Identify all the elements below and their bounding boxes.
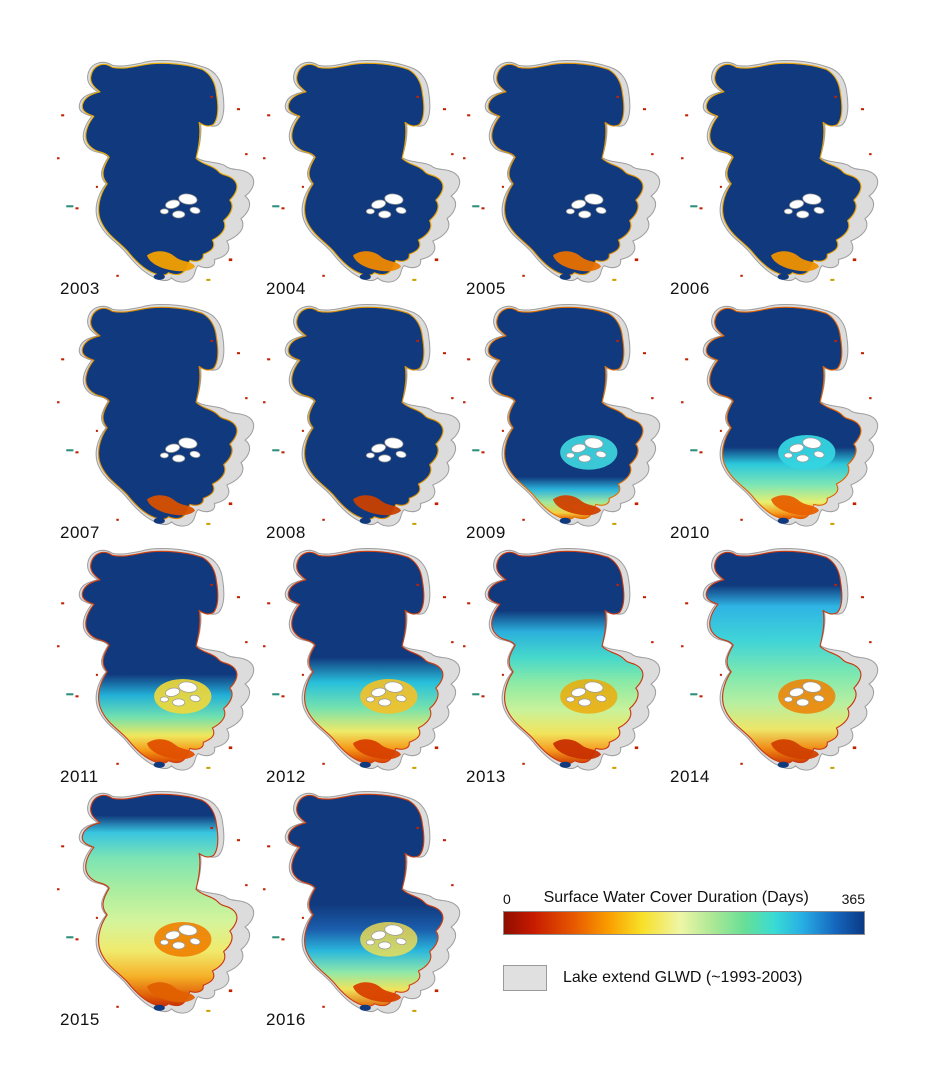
small-pond — [153, 517, 165, 524]
water-area — [81, 62, 238, 276]
map-2004: 2004 — [244, 55, 482, 299]
colorbar-gradient — [503, 911, 865, 935]
map-2006: 2006 — [648, 55, 914, 299]
small-pond — [359, 761, 371, 768]
map-2010: 2010 — [648, 299, 914, 543]
small-pond — [359, 1004, 371, 1011]
colorbar-min-label: 0 — [503, 891, 511, 907]
year-label-2008: 2008 — [266, 523, 306, 542]
map-2008: 2008 — [244, 299, 482, 543]
year-label-2007: 2007 — [60, 523, 100, 542]
water-area — [81, 550, 238, 764]
lake-extent-swatch — [503, 965, 547, 991]
year-label-2006: 2006 — [670, 279, 710, 298]
year-label-2016: 2016 — [266, 1010, 306, 1029]
water-area — [487, 550, 644, 764]
small-pond — [559, 517, 571, 524]
map-2015: 2015 — [38, 786, 276, 1030]
legend: 0 Surface Water Cover Duration (Days) 36… — [503, 889, 865, 991]
map-2013: 2013 — [444, 543, 682, 787]
small-pond — [777, 761, 789, 768]
map-2005: 2005 — [444, 55, 682, 299]
small-pond — [559, 273, 571, 280]
map-2007: 2007 — [38, 299, 276, 543]
water-area — [705, 306, 862, 520]
map-2011: 2011 — [38, 543, 276, 787]
year-label-2003: 2003 — [60, 279, 100, 298]
year-label-2005: 2005 — [466, 279, 506, 298]
small-pond — [777, 517, 789, 524]
year-label-2011: 2011 — [60, 767, 99, 786]
year-label-2015: 2015 — [60, 1010, 100, 1029]
small-pond — [153, 761, 165, 768]
small-pond — [559, 761, 571, 768]
water-area — [287, 550, 444, 764]
year-label-2012: 2012 — [266, 767, 306, 786]
water-area — [287, 62, 444, 276]
year-label-2013: 2013 — [466, 767, 506, 786]
year-label-2004: 2004 — [266, 279, 306, 298]
map-2014: 2014 — [648, 543, 914, 787]
water-area — [487, 62, 644, 276]
year-label-2014: 2014 — [670, 767, 710, 786]
small-pond — [153, 1004, 165, 1011]
map-2003: 2003 — [38, 55, 276, 299]
small-pond — [359, 273, 371, 280]
water-area — [81, 793, 238, 1007]
colorbar-max-label: 365 — [841, 891, 865, 907]
water-area — [287, 306, 444, 520]
small-pond — [777, 273, 789, 280]
water-area — [81, 306, 238, 520]
year-label-2009: 2009 — [466, 523, 506, 542]
water-area — [287, 793, 444, 1007]
small-pond — [153, 273, 165, 280]
small-pond — [359, 517, 371, 524]
map-2012: 2012 — [244, 543, 482, 787]
map-2009: 2009 — [444, 299, 682, 543]
water-area — [705, 62, 862, 276]
year-label-2010: 2010 — [670, 523, 710, 542]
water-area — [487, 306, 644, 520]
lake-extent-label: Lake extend GLWD (~1993-2003) — [563, 969, 803, 986]
colorbar-title: Surface Water Cover Duration (Days) — [543, 889, 809, 906]
water-area — [705, 550, 862, 764]
map-2016: 2016 — [244, 786, 482, 1030]
